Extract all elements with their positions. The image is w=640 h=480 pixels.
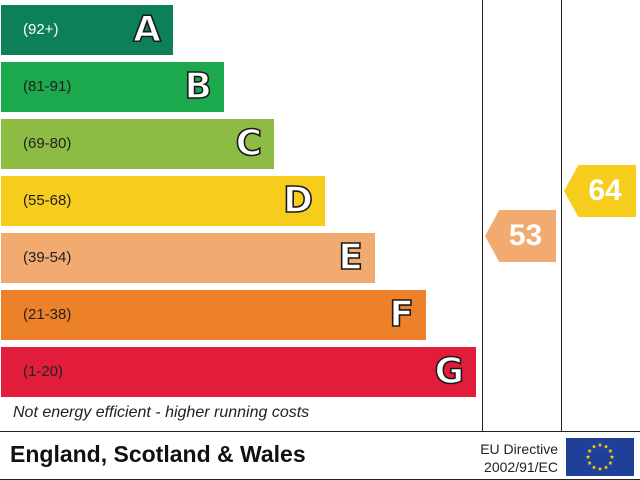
band-e-bar: (39-54) E [1,233,375,283]
eu-flag-star [609,454,615,459]
band-g-letter: G [434,350,465,393]
eu-flag-star [587,460,592,465]
band-f-range: (21-38) [23,306,72,323]
divider-col-mid [561,0,562,432]
band-b-letter: B [184,65,213,108]
band-d-bar: (55-68) D [1,176,325,226]
current-rating-value: 53 [508,219,543,252]
band-c-letter: C [235,122,263,165]
potential-rating-arrow: 64 [564,165,636,217]
current-rating-arrow: 53 [485,210,556,262]
band-e-letter: E [338,236,364,279]
eu-flag-star [591,464,597,470]
eu-flag-star [603,464,609,470]
eu-flag-star [597,466,603,471]
band-g-range: (1-20) [23,363,64,380]
eu-directive-line1: EU Directive [480,441,558,457]
band-b-range: (81-91) [23,78,72,95]
band-d-range: (55-68) [23,192,72,209]
eu-flag-star [603,444,609,449]
band-a-bar: (92+) A [1,5,173,55]
band-c-bar: (69-80) C [1,119,274,169]
inefficiency-caption: Not energy efficient - higher running co… [13,404,310,421]
divider-footer [0,431,640,432]
band-f-bar: (21-38) F [1,290,426,340]
band-d-letter: D [282,179,313,222]
eu-flag-star [587,448,592,453]
eu-directive-line2: 2002/91/EC [484,459,558,475]
eu-directive-text: EU Directive 2002/91/EC [480,440,558,476]
eu-flag-star [591,444,597,449]
divider-col-left [482,0,483,432]
potential-rating-value: 64 [588,174,622,207]
eu-flag-star [608,448,613,453]
region-title: England, Scotland & Wales [10,441,306,467]
band-b-bar: (81-91) B [1,62,224,112]
eu-flag-star [585,454,591,459]
eu-flag-icon [566,438,634,476]
eu-flag-star [608,460,613,465]
band-g-bar: (1-20) G [1,347,476,397]
band-c-range: (69-80) [23,135,72,152]
band-a-range: (92+) [23,21,59,38]
band-e-range: (39-54) [23,249,72,266]
band-f-letter: F [389,293,415,336]
band-a-letter: A [132,8,161,51]
eu-flag-star [597,442,603,447]
